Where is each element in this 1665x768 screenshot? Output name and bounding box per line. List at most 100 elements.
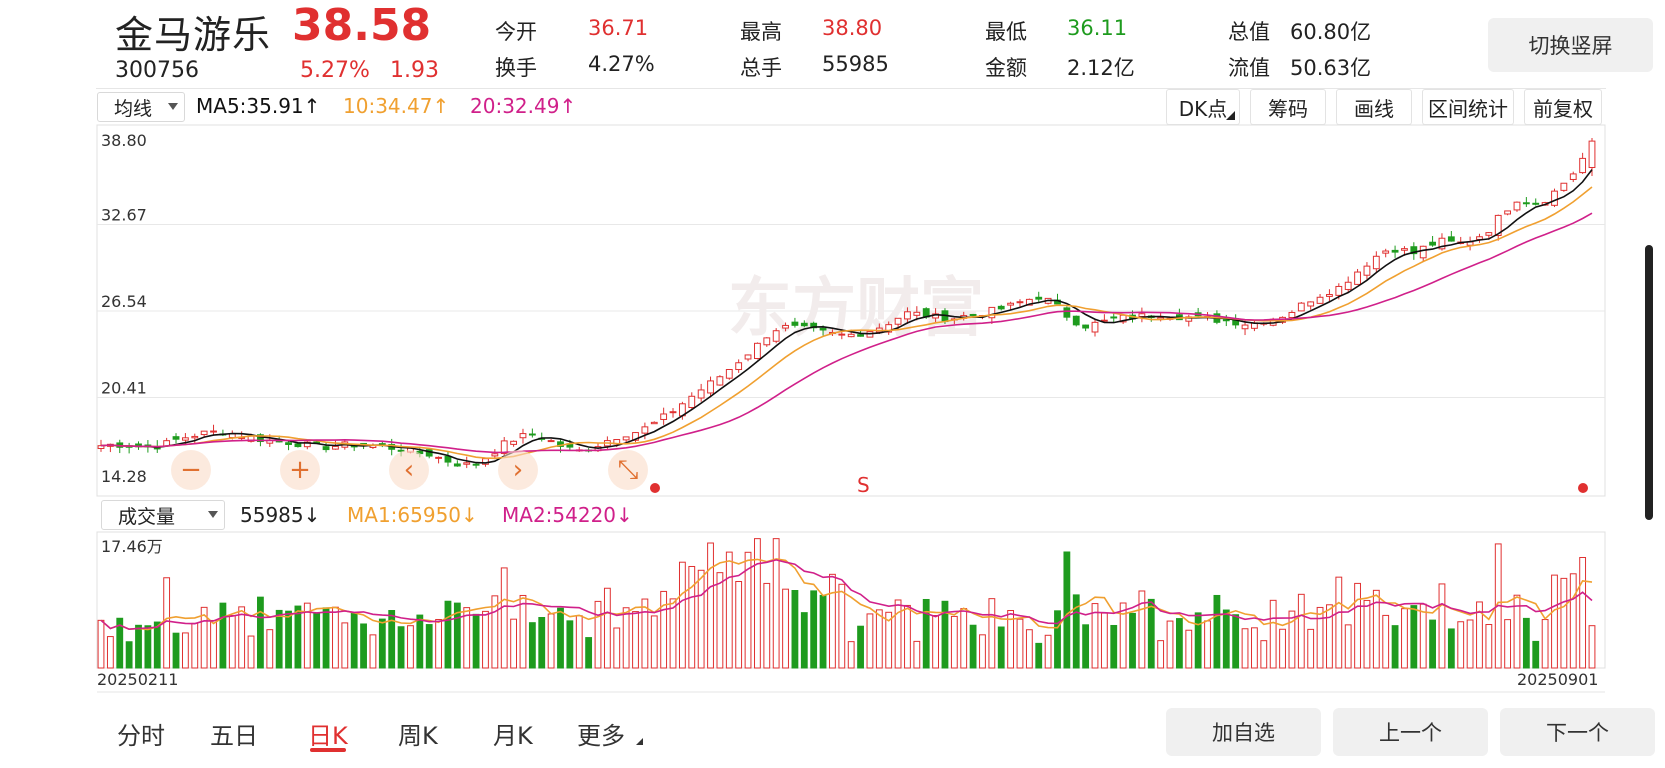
- candle: [1429, 241, 1436, 246]
- volume-bar: [275, 609, 283, 669]
- tab-daily-k[interactable]: 日K: [308, 722, 348, 750]
- candle: [697, 389, 705, 399]
- volume-bar: [1504, 619, 1512, 669]
- volume-bar: [1588, 625, 1596, 669]
- candle: [1372, 255, 1380, 270]
- volume-bar: [829, 573, 836, 669]
- volume-bar: [707, 542, 714, 669]
- candle: [1513, 201, 1521, 211]
- volume-bar: [1447, 628, 1455, 669]
- ma-indicator-select[interactable]: 均线: [97, 92, 185, 122]
- expand-tool-icon[interactable]: ⤡: [608, 450, 648, 490]
- volume-bar: [791, 590, 799, 669]
- interval-stats-button[interactable]: 区间统计: [1422, 89, 1514, 125]
- volume-bar: [866, 613, 874, 669]
- candle: [641, 426, 649, 434]
- start-date-label: 20250211: [97, 670, 178, 689]
- candle: [519, 433, 527, 439]
- volume-bar: [106, 636, 114, 669]
- change-amount: 1.93: [390, 58, 439, 83]
- rotate-screen-button[interactable]: 切换竖屏: [1488, 18, 1653, 72]
- volume-bar: [1532, 640, 1540, 669]
- signal-dot: [650, 483, 660, 493]
- volume-bar: [1016, 618, 1024, 669]
- candle: [782, 324, 789, 329]
- stat-value: 4.27%: [588, 52, 655, 76]
- volume-bar: [613, 627, 621, 669]
- volume-bar: [810, 590, 818, 669]
- candle: [1035, 296, 1043, 300]
- volume-bar: [1316, 606, 1324, 669]
- volume-bar: [1344, 624, 1352, 669]
- volume-bar: [838, 583, 846, 669]
- candle: [1241, 324, 1249, 330]
- end-date-label: 20250901: [1517, 670, 1598, 689]
- volume-bar: [744, 551, 752, 669]
- candle: [744, 354, 752, 360]
- volume-bar: [1213, 594, 1221, 669]
- tab-monthly-k[interactable]: 月K: [493, 722, 533, 750]
- candle: [857, 334, 864, 337]
- candle: [491, 453, 499, 457]
- volume-bar: [932, 615, 939, 669]
- minus-tool-icon[interactable]: −: [171, 450, 211, 490]
- tab-weekly-k[interactable]: 周K: [398, 722, 438, 750]
- volume-bar: [444, 600, 452, 669]
- ma20-label: 20:32.49↑: [470, 94, 577, 118]
- candle: [1363, 265, 1371, 276]
- volume-bar: [482, 610, 489, 669]
- scrollbar[interactable]: [1645, 245, 1653, 520]
- volume-bar: [904, 604, 911, 669]
- volume-bar: [125, 641, 133, 669]
- candle: [500, 440, 508, 455]
- previous-stock-button[interactable]: 上一个: [1333, 708, 1488, 756]
- y-tick-label: 20.41: [101, 379, 147, 398]
- volume-bar: [97, 619, 105, 669]
- volume-bar: [566, 620, 574, 669]
- next-stock-button[interactable]: 下一个: [1500, 708, 1655, 756]
- volume-bar: [1372, 589, 1380, 669]
- candle: [1532, 202, 1540, 205]
- forward-tool-icon[interactable]: ›: [498, 450, 538, 490]
- candle: [1063, 307, 1071, 318]
- volume-bar: [875, 609, 883, 669]
- chips-button[interactable]: 筹码: [1250, 89, 1326, 125]
- add-watchlist-button[interactable]: 加自选: [1166, 708, 1321, 756]
- ma10-label: 10:34.47↑: [343, 94, 450, 118]
- volume-bar: [1157, 640, 1165, 669]
- volume-bar: [1063, 551, 1071, 669]
- volume-bar: [500, 567, 508, 669]
- candle: [660, 413, 668, 420]
- stat-value: 60.80亿: [1290, 20, 1372, 44]
- candle: [294, 443, 302, 448]
- volume-bar: [1541, 619, 1549, 669]
- volume-bar: [1485, 624, 1493, 669]
- tab-five-day[interactable]: 五日: [210, 722, 258, 750]
- stat-label: 今开: [495, 20, 537, 44]
- candle: [1110, 316, 1118, 319]
- volume-bar: [894, 599, 902, 669]
- volume-bar: [688, 565, 696, 669]
- volume-bar: [1326, 604, 1333, 669]
- more-triangle-icon: [636, 738, 643, 745]
- candle: [1588, 140, 1596, 168]
- tab-intraday[interactable]: 分时: [117, 722, 165, 750]
- header-divider: [96, 88, 1606, 89]
- tab-more[interactable]: 更多: [577, 722, 625, 750]
- candle: [1297, 302, 1305, 312]
- volume-indicator-select[interactable]: 成交量: [101, 500, 225, 530]
- volume-bar: [819, 594, 827, 669]
- volume-bar: [847, 641, 855, 669]
- plus-tool-icon[interactable]: +: [280, 450, 320, 490]
- candle: [1569, 173, 1577, 180]
- volume-bar: [1476, 601, 1483, 669]
- volume-bar: [1035, 642, 1043, 669]
- candle: [1438, 237, 1446, 250]
- volume-bar: [988, 598, 996, 669]
- back-tool-icon[interactable]: ‹: [389, 450, 429, 490]
- candle: [716, 376, 724, 386]
- candle: [1091, 321, 1099, 333]
- candle: [885, 324, 893, 333]
- candle: [819, 327, 827, 331]
